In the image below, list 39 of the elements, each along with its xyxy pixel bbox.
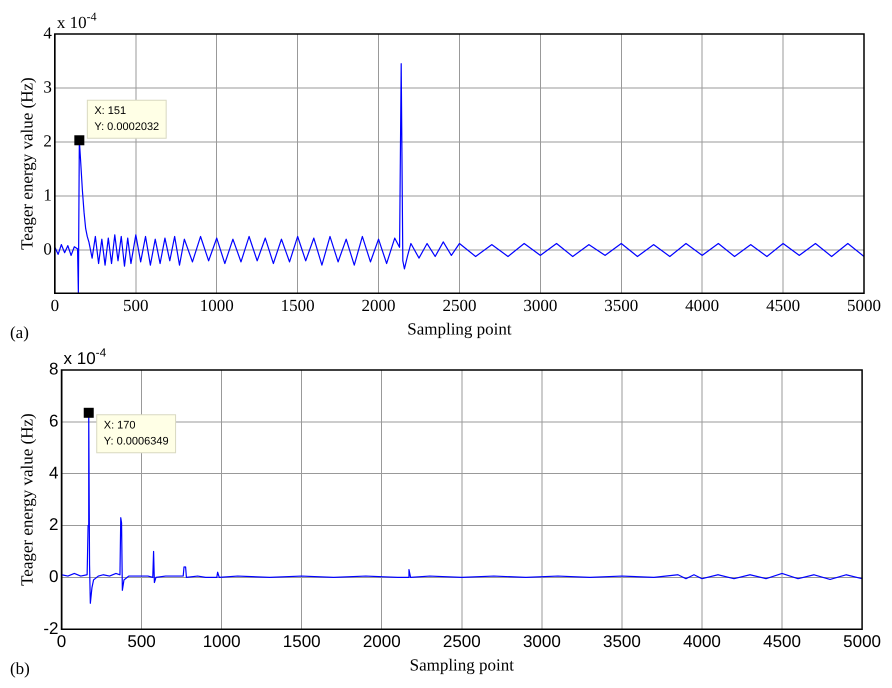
- x-tick-label: 2000: [362, 632, 401, 652]
- y-tick-label: 8: [49, 360, 59, 379]
- x-tick-label: 500: [127, 632, 156, 652]
- y-tick-label: 4: [43, 23, 52, 42]
- text: (b): [10, 659, 30, 678]
- y-tick-label: 4: [49, 463, 59, 482]
- y-tick-label: 6: [49, 412, 59, 431]
- x-tick-label: 4500: [766, 296, 800, 315]
- x-tick-label: 2500: [442, 632, 481, 652]
- x-tick-label: 500: [123, 296, 149, 315]
- x-tick-label: 3000: [523, 296, 558, 315]
- x-tick-label: 3500: [604, 296, 638, 315]
- annotation: X: 151 Y: 0.0002032: [94, 104, 160, 133]
- x-tick-label: 2500: [442, 296, 476, 315]
- text: (a): [10, 323, 29, 342]
- annotation: X: 170 Y: 0.0006349: [104, 419, 169, 448]
- x-tick-label: 1500: [282, 632, 321, 652]
- y-tick-label: 0: [43, 239, 52, 258]
- x-tick-label: 4500: [763, 632, 801, 652]
- y-tick-label: -2: [43, 618, 59, 638]
- y-tick-label: 2: [49, 515, 59, 534]
- y-tick-label: 1: [43, 185, 52, 204]
- x-tick-label: 1000: [202, 632, 241, 652]
- y-axis-title: Teager energy value (Hz): [18, 77, 37, 250]
- x-tick-label: 1500: [280, 296, 315, 315]
- x-axis-title: Sampling point: [410, 655, 514, 674]
- y-tick-label: 0: [49, 567, 59, 586]
- y-axis-title: Teager energy value (Hz): [18, 413, 37, 586]
- x-tick-label: 4000: [683, 632, 721, 652]
- x-tick-label: 2000: [362, 296, 396, 315]
- y-tick-label: 3: [43, 77, 52, 96]
- x-tick-label: 5000: [847, 296, 881, 315]
- x-tick-label: 4000: [685, 296, 720, 315]
- x-tick-label: 3000: [522, 632, 561, 652]
- x-axis-title: Sampling point: [407, 319, 512, 338]
- y-tick-label: 2: [43, 131, 52, 150]
- x-tick-label: 1000: [200, 296, 234, 315]
- x-tick-label: 3500: [603, 632, 641, 652]
- x-tick-label: 5000: [843, 632, 882, 652]
